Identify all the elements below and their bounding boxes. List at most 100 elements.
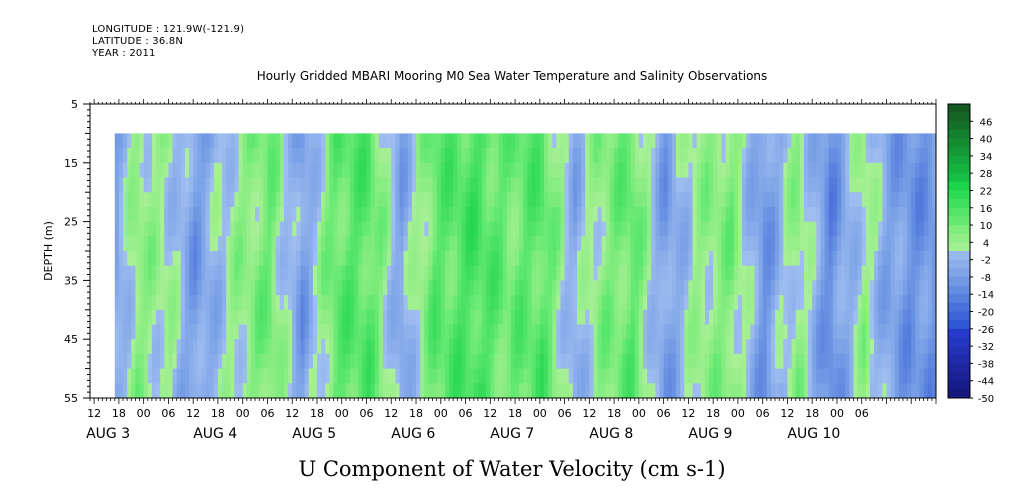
- heatmap-cell: [643, 251, 648, 267]
- heatmap-cell: [845, 324, 850, 340]
- heatmap-cell: [139, 162, 145, 178]
- heatmap-cell: [486, 309, 491, 325]
- heatmap-cell: [643, 177, 648, 193]
- heatmap-cell: [506, 339, 512, 355]
- heatmap-cell: [923, 265, 929, 281]
- heatmap-cell: [667, 383, 673, 399]
- heatmap-cell: [775, 280, 780, 296]
- heatmap-cell: [576, 148, 582, 164]
- heatmap-cell: [469, 192, 475, 208]
- heatmap-cell: [312, 177, 318, 193]
- heatmap-cell: [391, 295, 396, 311]
- heatmap-cell: [770, 339, 776, 355]
- heatmap-cell: [581, 324, 586, 340]
- heatmap-cell: [737, 383, 743, 399]
- heatmap-cell: [808, 265, 813, 281]
- heatmap-cell: [333, 353, 339, 369]
- heatmap-cell: [432, 236, 438, 252]
- heatmap-cell: [139, 295, 145, 311]
- heatmap-cell: [770, 162, 776, 178]
- heatmap-cell: [283, 368, 289, 384]
- heatmap-cell: [597, 236, 603, 252]
- heatmap-cell: [217, 251, 223, 267]
- heatmap-cell: [411, 265, 417, 281]
- heatmap-cell: [176, 251, 182, 267]
- heatmap-cell: [114, 206, 120, 222]
- heatmap-cell: [238, 177, 244, 193]
- heatmap-cell: [416, 265, 421, 281]
- colorbar-band: [948, 181, 970, 191]
- heatmap-cell: [139, 265, 145, 281]
- colorbar-band: [948, 242, 970, 252]
- heatmap-cell: [490, 309, 495, 325]
- heatmap-cell: [416, 206, 421, 222]
- heatmap-cell: [548, 177, 553, 193]
- heatmap-cell: [874, 251, 879, 267]
- heatmap-cell: [911, 162, 916, 178]
- heatmap-cell: [663, 236, 669, 252]
- heatmap-cell: [325, 339, 330, 355]
- heatmap-cell: [539, 236, 545, 252]
- heatmap-cell: [721, 383, 726, 399]
- heatmap-cell: [787, 251, 792, 267]
- heatmap-cell: [316, 192, 322, 208]
- heatmap-cell: [799, 353, 805, 369]
- heatmap-cell: [428, 353, 433, 369]
- heatmap-cell: [618, 236, 623, 252]
- heatmap-cell: [378, 309, 384, 325]
- heatmap-cell: [399, 339, 405, 355]
- heatmap-cell: [292, 148, 297, 164]
- heatmap-cell: [205, 206, 211, 222]
- heatmap-cell: [416, 177, 421, 193]
- heatmap-cell: [267, 324, 272, 340]
- heatmap-cell: [222, 353, 227, 369]
- colorbar-label: -32: [978, 342, 994, 353]
- heatmap-cell: [349, 324, 355, 340]
- heatmap-cell: [832, 295, 838, 311]
- heatmap-cell: [469, 236, 475, 252]
- heatmap-cell: [622, 309, 627, 325]
- heatmap-cell: [812, 177, 817, 193]
- heatmap-cell: [519, 251, 524, 267]
- heatmap-cell: [667, 236, 673, 252]
- heatmap-cell: [205, 265, 211, 281]
- heatmap-cell: [428, 265, 433, 281]
- heatmap-cell: [742, 162, 747, 178]
- heatmap-cell: [201, 339, 206, 355]
- heatmap-cell: [634, 265, 640, 281]
- heatmap-cell: [246, 251, 252, 267]
- heatmap-cell: [857, 383, 863, 399]
- x-hour-label: 12: [582, 407, 596, 420]
- heatmap-cell: [160, 177, 165, 193]
- heatmap-cell: [275, 206, 281, 222]
- heatmap-cell: [374, 177, 380, 193]
- heatmap-cell: [387, 162, 392, 178]
- x-hour-label: 12: [681, 407, 695, 420]
- heatmap-cell: [316, 309, 322, 325]
- heatmap-cell: [378, 353, 384, 369]
- heatmap-cell: [878, 309, 883, 325]
- heatmap-cell: [424, 148, 429, 164]
- heatmap-cell: [143, 177, 149, 193]
- heatmap-cell: [449, 251, 454, 267]
- heatmap-cell: [787, 280, 792, 296]
- heatmap-cell: [651, 206, 656, 222]
- heatmap-cell: [395, 295, 400, 311]
- heatmap-cell: [271, 309, 277, 325]
- heatmap-cell: [135, 309, 140, 325]
- heatmap-cell: [601, 383, 607, 399]
- heatmap-cell: [832, 324, 838, 340]
- heatmap-cell: [424, 192, 429, 208]
- heatmap-cell: [791, 206, 797, 222]
- heatmap-cell: [374, 368, 380, 384]
- heatmap-cell: [647, 383, 652, 399]
- heatmap-cell: [915, 236, 920, 252]
- heatmap-cell: [416, 192, 421, 208]
- heatmap-cell: [432, 339, 438, 355]
- heatmap-cell: [841, 206, 846, 222]
- heatmap-cell: [395, 324, 400, 340]
- heatmap-cell: [345, 221, 351, 237]
- heatmap-cell: [362, 133, 367, 149]
- heatmap-cell: [634, 383, 640, 399]
- heatmap-cell: [271, 339, 277, 355]
